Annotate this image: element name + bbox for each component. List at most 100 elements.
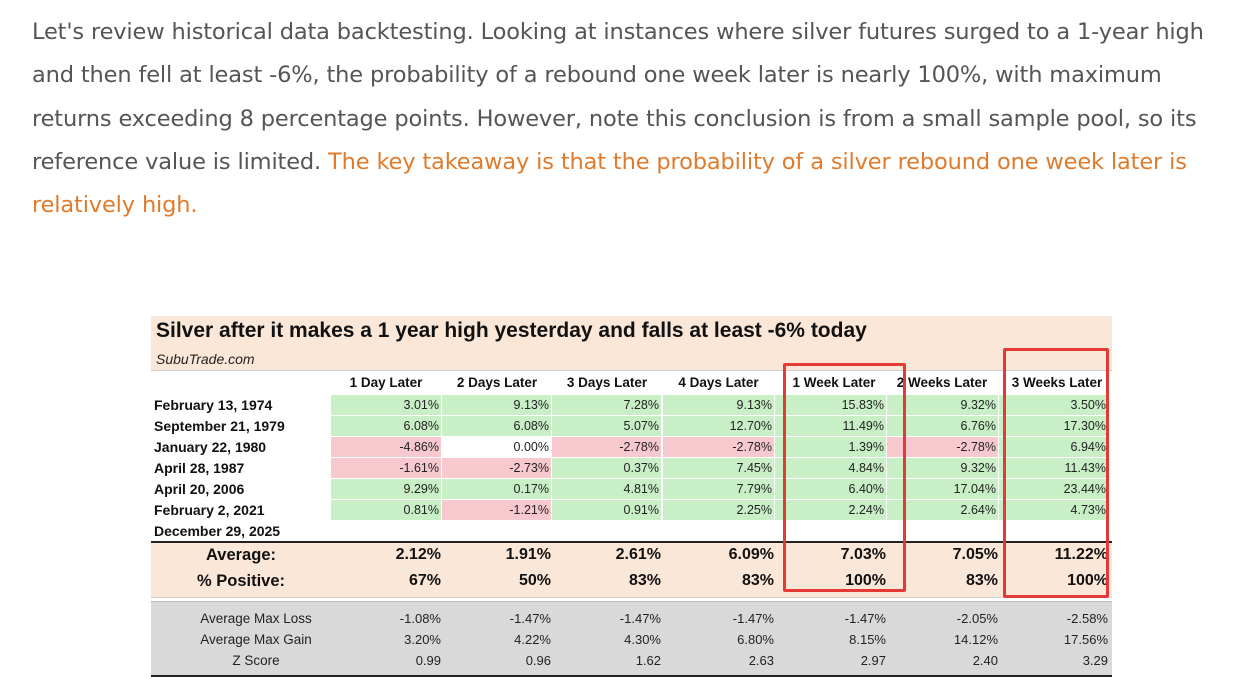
table-cell: 6.08% — [331, 416, 441, 436]
table-cell: 9.32% — [887, 395, 998, 415]
average-value: 11.22% — [1054, 546, 1108, 563]
z-score-value: 0.96 — [525, 653, 551, 668]
average-value: 7.05% — [952, 546, 998, 563]
average-value: 7.03% — [840, 546, 886, 563]
summary-band: Average: % Positive: 2.12% 1.91% 2.61% 6.09% 7… — [151, 541, 1112, 598]
positive-value: 100% — [845, 572, 886, 589]
risk-band: Average Max Loss -1.08% -1.47% -1.47% -1.47%… — [151, 601, 1112, 675]
table-cell: -2.78% — [887, 437, 998, 457]
table-cell: 9.29% — [331, 479, 441, 499]
figure-source: SubuTrade.com — [156, 351, 255, 367]
table-cell: 9.13% — [663, 395, 774, 415]
table-cell: 2.25% — [663, 500, 774, 520]
table-cell: 23.44% — [999, 479, 1108, 499]
table-cell — [442, 521, 551, 541]
table-cell: -2.78% — [663, 437, 774, 457]
row-date-label: February 13, 1974 — [154, 397, 273, 413]
z-score-value: 2.40 — [972, 653, 998, 668]
z-score-value: 2.97 — [860, 653, 886, 668]
table-cell: 9.13% — [442, 395, 551, 415]
max-loss-value: -1.47% — [844, 611, 886, 626]
column-header: 2 Days Later — [456, 375, 538, 390]
table-cell: -4.86% — [331, 437, 441, 457]
table-cell: 2.64% — [887, 500, 998, 520]
table-cell: -1.61% — [331, 458, 441, 478]
article-paragraph: Let's review historical data backtesting… — [32, 11, 1212, 227]
max-loss-value: -1.47% — [619, 611, 661, 626]
table-cell: 4.73% — [999, 500, 1108, 520]
table-cell: 2.24% — [775, 500, 886, 520]
max-loss-value: -1.47% — [732, 611, 774, 626]
max-loss-value: -2.58% — [1066, 611, 1108, 626]
backtest-table-image: Silver after it makes a 1 year high yest… — [151, 316, 1112, 677]
average-value: 1.91% — [505, 546, 551, 563]
table-cell: 5.07% — [552, 416, 661, 436]
table-cell: 3.50% — [999, 395, 1108, 415]
table-cell: 0.17% — [442, 479, 551, 499]
positive-value: 83% — [741, 572, 774, 589]
table-cell: 9.32% — [887, 458, 998, 478]
table-cell: 1.39% — [775, 437, 886, 457]
positive-value: 100% — [1067, 572, 1108, 589]
average-value: 2.12% — [395, 546, 441, 563]
max-loss-value: -1.08% — [399, 611, 441, 626]
row-date-label: September 21, 1979 — [154, 418, 285, 434]
table-cell: 0.91% — [552, 500, 661, 520]
row-date-label: April 20, 2006 — [154, 481, 245, 497]
table-cell — [663, 521, 774, 541]
max-gain-value: 3.20% — [404, 632, 441, 647]
z-score-value: 3.29 — [1082, 653, 1108, 668]
table-cell: 7.79% — [663, 479, 774, 499]
positive-label: % Positive: — [196, 572, 286, 590]
positive-value: 67% — [408, 572, 441, 589]
max-loss-value: -1.47% — [509, 611, 551, 626]
column-header: 4 Days Later — [678, 375, 759, 390]
max-loss-value: -2.05% — [956, 611, 998, 626]
table-cell — [331, 521, 441, 541]
highlight-box-3-weeks — [1003, 348, 1109, 598]
row-date-label: April 28, 1987 — [154, 460, 245, 476]
article-text: Let's review historical data backtesting… — [32, 19, 1204, 175]
max-gain-value: 4.22% — [514, 632, 551, 647]
table-cell: 4.81% — [552, 479, 661, 499]
row-date-label: December 29, 2025 — [154, 523, 281, 539]
table-cell: 0.81% — [331, 500, 441, 520]
column-header: 1 Day Later — [349, 375, 423, 390]
z-score-label: Z Score — [232, 653, 280, 668]
column-header: 2 Weeks Later — [896, 375, 988, 390]
max-gain-value: 14.12% — [953, 632, 998, 647]
row-date-label: January 22, 1980 — [154, 439, 267, 455]
highlight-box-1-week — [783, 363, 906, 592]
title-band: Silver after it makes a 1 year high yest… — [151, 316, 1112, 371]
table-cell: 17.04% — [887, 479, 998, 499]
table-cell: 4.84% — [775, 458, 886, 478]
max-gain-value: 17.56% — [1063, 632, 1108, 647]
column-header: 3 Weeks Later — [1011, 375, 1103, 390]
z-score-value: 2.63 — [748, 653, 774, 668]
table-cell: 0.37% — [552, 458, 661, 478]
max-gain-label: Average Max Gain — [200, 632, 312, 647]
average-value: 6.09% — [728, 546, 774, 563]
table-cell: -2.78% — [552, 437, 661, 457]
positive-value: 83% — [965, 572, 998, 589]
table-cell: 11.49% — [775, 416, 886, 436]
table-cell: -2.73% — [442, 458, 551, 478]
article-highlight: The key takeaway is that the probability… — [32, 148, 1187, 219]
table-cell — [552, 521, 661, 541]
row-date-label: February 2, 2021 — [154, 502, 265, 518]
table-cell: 6.76% — [887, 416, 998, 436]
table-cell: 7.28% — [552, 395, 661, 415]
figure-title: Silver after it makes a 1 year high yest… — [156, 319, 867, 342]
column-header: 3 Days Later — [566, 375, 648, 390]
table-cell: -1.21% — [442, 500, 551, 520]
table-cell: 17.30% — [999, 416, 1108, 436]
table-cell: 6.08% — [442, 416, 551, 436]
table-cell: 3.01% — [331, 395, 441, 415]
max-gain-value: 8.15% — [849, 632, 886, 647]
table-cell: 7.45% — [663, 458, 774, 478]
z-score-value: 1.62 — [635, 653, 661, 668]
max-gain-value: 4.30% — [624, 632, 661, 647]
table-cell: 6.40% — [775, 479, 886, 499]
table-cell: 0.00% — [513, 440, 549, 454]
average-value: 2.61% — [615, 546, 661, 563]
